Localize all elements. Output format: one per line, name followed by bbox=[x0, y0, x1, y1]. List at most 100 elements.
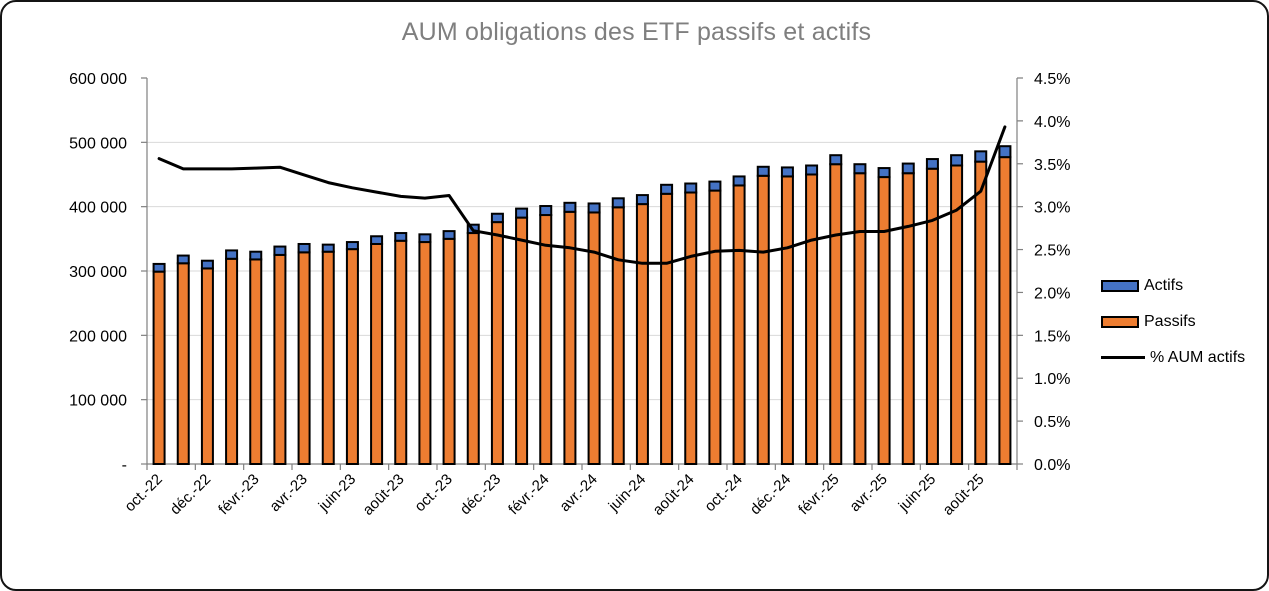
x-axis-label-août-24: août-24 bbox=[650, 471, 698, 519]
bar-passifs-mars-25[interactable] bbox=[853, 172, 867, 465]
bar-actifs-juil.-23[interactable] bbox=[370, 235, 384, 245]
bar-passifs-févr.-24[interactable] bbox=[539, 214, 553, 465]
right-axis-label: 3.0% bbox=[1034, 200, 1070, 217]
bar-actifs-sept.-24[interactable] bbox=[708, 180, 722, 192]
bar-passifs-mai-23[interactable] bbox=[321, 250, 335, 465]
bar-passifs-oct.-23[interactable] bbox=[442, 237, 456, 465]
bar-passifs-juil.-24[interactable] bbox=[660, 192, 674, 466]
bar-passifs-déc.-23[interactable] bbox=[490, 221, 504, 465]
right-axis-label: 2.0% bbox=[1034, 285, 1070, 302]
bar-actifs-avr.-25[interactable] bbox=[877, 167, 891, 179]
bar-actifs-août-24[interactable] bbox=[684, 182, 698, 194]
bar-actifs-janv.-24[interactable] bbox=[515, 207, 529, 219]
bar-actifs-sept.-25[interactable] bbox=[998, 145, 1012, 159]
bar-passifs-juin-25[interactable] bbox=[925, 167, 939, 466]
bar-actifs-nov.-24[interactable] bbox=[756, 165, 770, 177]
bar-actifs-déc.-22[interactable] bbox=[200, 259, 214, 270]
x-axis-label-oct.-24: oct.-24 bbox=[701, 471, 745, 515]
bar-passifs-oct.-22[interactable] bbox=[152, 270, 166, 466]
bar-passifs-nov.-24[interactable] bbox=[756, 174, 770, 466]
legend-item-passifs[interactable]: Passifs bbox=[1101, 313, 1245, 330]
left-axis-label: 200 000 bbox=[69, 328, 127, 345]
bar-passifs-août-25[interactable] bbox=[974, 160, 988, 465]
bar-actifs-sept.-23[interactable] bbox=[418, 233, 432, 244]
bar-actifs-oct.-24[interactable] bbox=[732, 175, 746, 187]
x-axis-label-févr.-25: févr.-25 bbox=[795, 471, 842, 518]
bar-actifs-mars-23[interactable] bbox=[273, 245, 287, 256]
bar-passifs-déc.-24[interactable] bbox=[780, 175, 794, 465]
bar-actifs-juin-24[interactable] bbox=[635, 194, 649, 206]
bar-actifs-avr.-23[interactable] bbox=[297, 242, 311, 254]
bar-actifs-oct.-22[interactable] bbox=[152, 262, 166, 273]
bar-actifs-oct.-23[interactable] bbox=[442, 230, 456, 240]
bar-passifs-mai-25[interactable] bbox=[901, 172, 915, 465]
x-axis-label-oct.-23: oct.-23 bbox=[411, 471, 455, 515]
x-axis-label-août-25: août-25 bbox=[940, 471, 988, 519]
bar-passifs-mars-23[interactable] bbox=[273, 253, 287, 465]
x-axis-label-févr.-23: févr.-23 bbox=[215, 471, 262, 518]
bar-actifs-mai-25[interactable] bbox=[901, 162, 915, 175]
legend-label-actifs: Actifs bbox=[1144, 276, 1184, 294]
bar-actifs-août-25[interactable] bbox=[974, 150, 988, 163]
bar-passifs-juin-23[interactable] bbox=[345, 248, 359, 465]
legend-item-actifs[interactable]: Actifs bbox=[1101, 276, 1245, 294]
bar-actifs-févr.-25[interactable] bbox=[829, 154, 843, 166]
bar-passifs-sept.-23[interactable] bbox=[418, 241, 432, 465]
bar-passifs-févr.-23[interactable] bbox=[249, 258, 263, 466]
right-axis-label: 4.0% bbox=[1034, 114, 1070, 131]
bar-passifs-janv.-25[interactable] bbox=[805, 173, 819, 465]
chart-title: AUM obligations des ETF passifs et actif… bbox=[401, 18, 872, 46]
bar-passifs-nov.-23[interactable] bbox=[466, 232, 480, 465]
bar-actifs-mars-25[interactable] bbox=[853, 163, 867, 175]
pct-aum-actifs-line[interactable] bbox=[157, 125, 1007, 265]
bar-actifs-mai-23[interactable] bbox=[321, 243, 335, 253]
bar-actifs-févr.-24[interactable] bbox=[539, 205, 553, 217]
bar-actifs-févr.-23[interactable] bbox=[249, 250, 263, 261]
right-axis-label: 0.0% bbox=[1034, 457, 1070, 474]
x-axis-label-juin-23: juin-23 bbox=[315, 471, 360, 516]
x-axis-label-déc.-24: déc.-24 bbox=[747, 471, 794, 518]
x-axis-label-avr.-24: avr.-24 bbox=[556, 471, 600, 515]
bar-passifs-mai-24[interactable] bbox=[611, 206, 625, 465]
bar-actifs-déc.-23[interactable] bbox=[490, 212, 504, 224]
legend-item-pct-aum-actifs[interactable]: % AUM actifs bbox=[1101, 348, 1246, 366]
bar-passifs-juil.-23[interactable] bbox=[370, 242, 384, 465]
left-axis-label: 300 000 bbox=[69, 264, 127, 281]
bar-passifs-avr.-25[interactable] bbox=[877, 176, 891, 465]
bar-passifs-déc.-22[interactable] bbox=[200, 267, 214, 465]
right-axis-label: 1.5% bbox=[1034, 328, 1070, 345]
legend-label-pct-aum-actifs: % AUM actifs bbox=[1150, 348, 1246, 366]
bar-actifs-nov.-22[interactable] bbox=[176, 254, 190, 265]
bar-passifs-oct.-24[interactable] bbox=[732, 184, 746, 465]
bar-passifs-août-23[interactable] bbox=[394, 239, 408, 465]
bar-actifs-juil.-25[interactable] bbox=[950, 154, 964, 167]
bar-actifs-juin-25[interactable] bbox=[925, 158, 939, 170]
bar-actifs-août-23[interactable] bbox=[394, 232, 408, 242]
bar-actifs-avr.-24[interactable] bbox=[587, 202, 601, 214]
bar-actifs-janv.-23[interactable] bbox=[225, 249, 239, 260]
x-axis-label-avr.-23: avr.-23 bbox=[266, 471, 310, 515]
bar-actifs-déc.-24[interactable] bbox=[780, 166, 794, 178]
right-axis-label: 0.5% bbox=[1034, 414, 1070, 431]
bar-passifs-juin-24[interactable] bbox=[635, 203, 649, 466]
bar-passifs-août-24[interactable] bbox=[684, 191, 698, 465]
x-axis-label-oct.-22: oct.-22 bbox=[121, 471, 165, 515]
bar-actifs-janv.-25[interactable] bbox=[805, 164, 819, 176]
bar-actifs-mai-24[interactable] bbox=[611, 197, 625, 209]
x-axis-label-déc.-23: déc.-23 bbox=[457, 471, 504, 518]
bar-actifs-juin-23[interactable] bbox=[345, 241, 359, 251]
right-axis-label: 4.5% bbox=[1034, 71, 1070, 88]
bar-actifs-juil.-24[interactable] bbox=[660, 183, 674, 195]
bar-actifs-mars-24[interactable] bbox=[563, 201, 577, 213]
bar-passifs-janv.-23[interactable] bbox=[225, 257, 239, 465]
bar-passifs-janv.-24[interactable] bbox=[515, 216, 529, 465]
bar-passifs-avr.-23[interactable] bbox=[297, 251, 311, 465]
bar-passifs-nov.-22[interactable] bbox=[176, 262, 190, 465]
chart-legend: Actifs Passifs % AUM actifs bbox=[1101, 276, 1246, 386]
bar-passifs-févr.-25[interactable] bbox=[829, 163, 843, 465]
left-axis-label: 100 000 bbox=[69, 393, 127, 410]
line-swatch-icon bbox=[1101, 356, 1145, 359]
bar-passifs-sept.-24[interactable] bbox=[708, 189, 722, 465]
bar-passifs-sept.-25[interactable] bbox=[998, 156, 1012, 465]
